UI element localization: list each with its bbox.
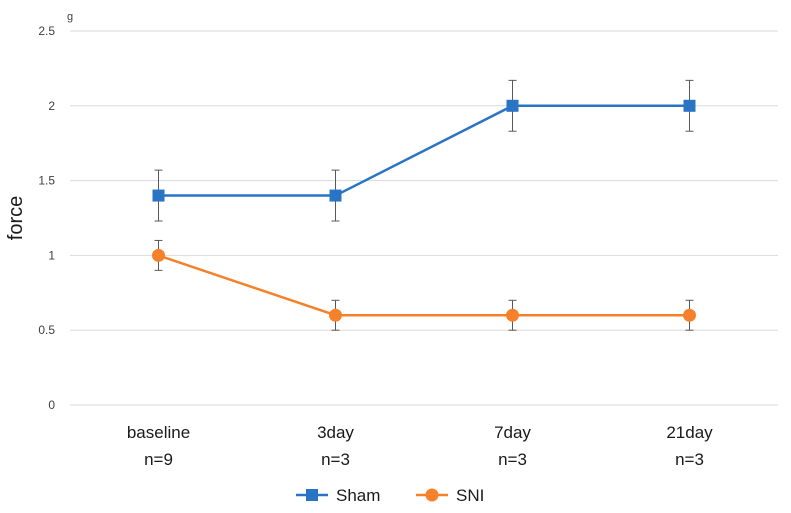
x-category-labels: baseline n=9 3day n=3 7day n=3 21day n=3 [127, 423, 713, 469]
data-point-circle [683, 308, 696, 322]
data-point-square [329, 189, 342, 202]
series-sni [152, 239, 696, 331]
y-axis-unit: g [67, 11, 73, 23]
data-point-square [683, 99, 696, 112]
y-tick-label: 2 [48, 99, 55, 113]
x-category-label: baseline [127, 423, 190, 442]
data-point-circle [329, 308, 342, 322]
y-tick-label: 1 [48, 248, 55, 262]
legend-label: SNI [456, 486, 484, 505]
y-tick-labels: 0 0.5 1 1.5 2 2.5 [38, 24, 55, 412]
series-line [158, 254, 690, 317]
y-tick-label: 0.5 [38, 323, 55, 337]
gridlines [70, 30, 778, 406]
y-axis-label: force [5, 196, 27, 240]
data-point-circle [506, 308, 519, 322]
legend-label: Sham [336, 486, 380, 505]
legend-item-sni: SNI [416, 486, 484, 505]
data-point-circle [152, 248, 165, 262]
series-sham [152, 79, 696, 222]
legend-marker-square [306, 489, 318, 501]
x-category-n-label: n=3 [321, 450, 350, 469]
data-point-square [506, 99, 519, 112]
x-category-label: 7day [494, 423, 531, 442]
data-point-square [152, 189, 165, 202]
legend: Sham SNI [296, 486, 484, 505]
x-category-n-label: n=9 [144, 450, 173, 469]
x-category-n-label: n=3 [498, 450, 527, 469]
y-tick-label: 0 [48, 398, 55, 412]
y-tick-label: 2.5 [38, 24, 55, 38]
x-category-n-label: n=3 [675, 450, 704, 469]
legend-marker-circle [425, 488, 439, 502]
x-category-label: 3day [317, 423, 354, 442]
series-group [152, 79, 696, 331]
legend-item-sham: Sham [296, 486, 380, 505]
series-line [158, 104, 690, 197]
x-category-label: 21day [666, 423, 713, 442]
y-tick-label: 1.5 [38, 174, 55, 188]
